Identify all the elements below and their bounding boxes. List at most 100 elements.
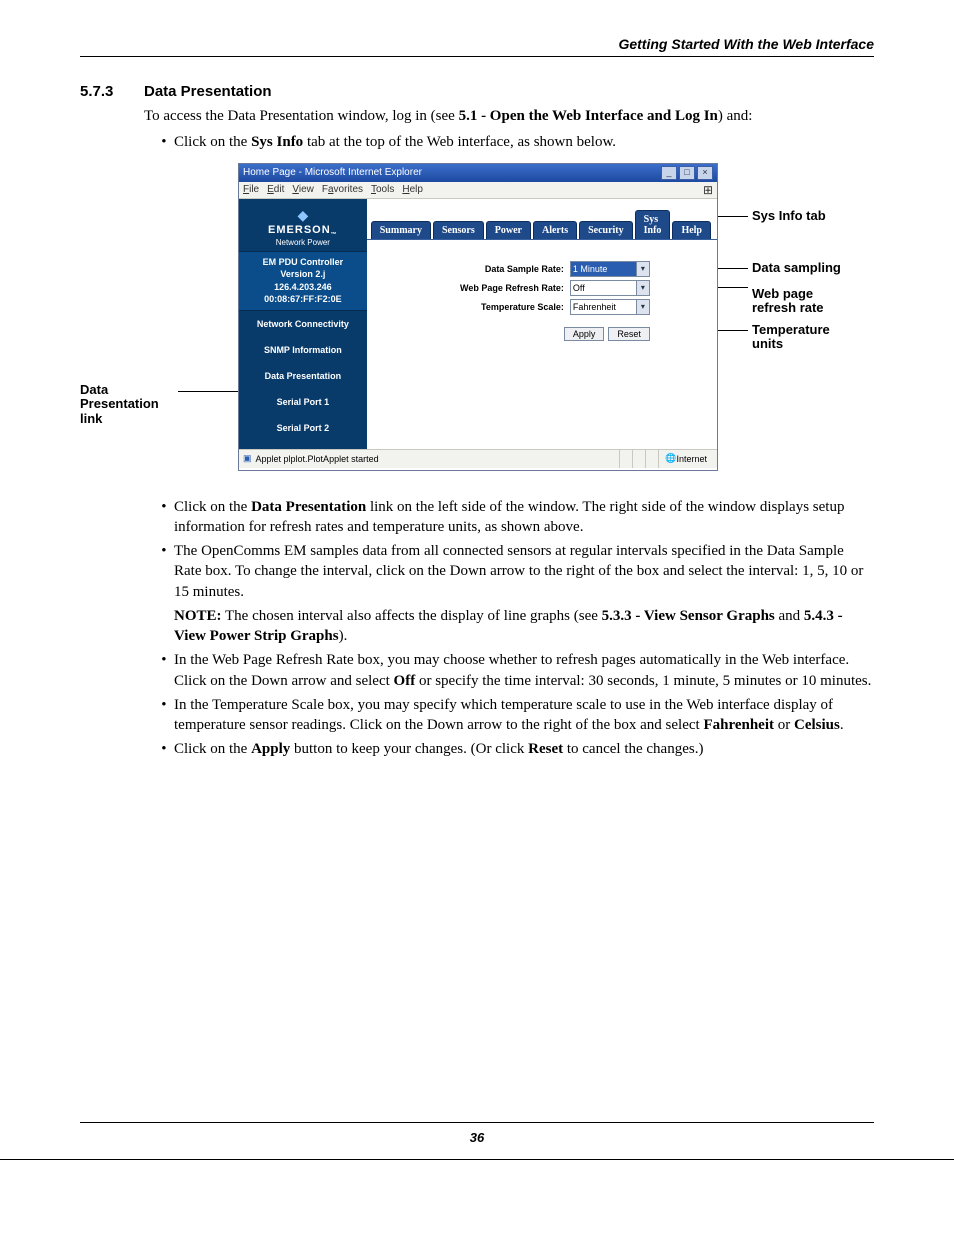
figure-wrap: Data Presentation link Sys Info tab Data… — [80, 163, 874, 483]
controller-info: EM PDU Controller Version 2.j 126.4.203.… — [239, 251, 367, 311]
chevron-down-icon: ▾ — [636, 300, 649, 314]
callout-data-sampling: Data sampling — [752, 261, 841, 276]
brand-name: EMERSON™ — [243, 224, 363, 238]
text: and — [775, 608, 804, 624]
controller-mac: 00:08:67:FF:F2:0E — [241, 293, 365, 306]
window-titlebar: Home Page - Microsoft Internet Explorer … — [239, 164, 717, 182]
close-button[interactable]: × — [697, 166, 713, 180]
controller-version: Version 2.j — [241, 268, 365, 281]
menu-view[interactable]: View — [292, 184, 314, 195]
text-bold: Apply — [251, 741, 290, 757]
text: The OpenComms EM samples data from all c… — [174, 543, 863, 600]
label-refresh-rate: Web Page Refresh Rate: — [434, 283, 570, 293]
windows-flag-icon: ⊞ — [703, 183, 713, 197]
intro-paragraph: To access the Data Presentation window, … — [144, 106, 874, 126]
tab-power[interactable]: Power — [486, 221, 531, 239]
label-sample-rate: Data Sample Rate: — [434, 264, 570, 274]
text-bold: Off — [394, 673, 416, 689]
sidebar-item-snmp[interactable]: SNMP Information — [239, 337, 367, 363]
bullet-apply: Click on the Apply button to keep your c… — [174, 739, 874, 759]
sidebar-item-serial-1[interactable]: Serial Port 1 — [239, 389, 367, 415]
menu-edit[interactable]: Edit — [267, 184, 284, 195]
screenshot-window: Home Page - Microsoft Internet Explorer … — [238, 163, 718, 471]
select-sample-value: 1 Minute — [573, 264, 608, 274]
bullet-temp-scale: In the Temperature Scale box, you may sp… — [174, 695, 874, 736]
tab-sensors[interactable]: Sensors — [433, 221, 484, 239]
bullet-top-pre: Click on the — [174, 134, 251, 150]
chevron-down-icon: ▾ — [636, 281, 649, 295]
controller-name: EM PDU Controller — [241, 256, 365, 269]
sidebar: ◆ EMERSON™ Network Power EM PDU Controll… — [239, 199, 367, 449]
tab-help[interactable]: Help — [672, 221, 711, 239]
status-zone-text: Internet — [676, 454, 707, 464]
select-temp-value: Fahrenheit — [573, 302, 616, 312]
ref: 5.3.3 - View Sensor Graphs — [602, 608, 775, 624]
callout-data-presentation-link: Data Presentation link — [80, 383, 159, 428]
status-bar: ▣ Applet plplot.PlotApplet started 🌐 Int… — [239, 449, 717, 468]
text: Click on the — [174, 741, 251, 757]
brand-subtitle: Network Power — [243, 238, 363, 247]
menu-help[interactable]: Help — [402, 184, 423, 195]
text: or — [774, 717, 794, 733]
select-sample-rate[interactable]: 1 Minute ▾ — [570, 261, 650, 277]
sidebar-item-network[interactable]: Network Connectivity — [239, 311, 367, 337]
tab-security[interactable]: Security — [579, 221, 633, 239]
minimize-button[interactable]: _ — [661, 166, 677, 180]
tab-summary[interactable]: Summary — [371, 221, 431, 239]
maximize-button[interactable]: □ — [679, 166, 695, 180]
sidebar-item-serial-2[interactable]: Serial Port 2 — [239, 415, 367, 441]
text-bold: Data Presentation — [251, 499, 366, 515]
chevron-down-icon: ▾ — [636, 262, 649, 276]
controller-ip: 126.4.203.246 — [241, 281, 365, 294]
tabs-row: Summary Sensors Power Alerts Security Sy… — [367, 199, 717, 240]
text: to cancel the changes.) — [563, 741, 703, 757]
intro-pre: To access the Data Presentation window, … — [144, 108, 459, 124]
apply-button[interactable]: Apply — [564, 327, 605, 341]
text: button to keep your changes. (Or click — [290, 741, 528, 757]
footer-rule — [80, 1122, 874, 1123]
tab-sysinfo[interactable]: Sys Info — [635, 210, 671, 239]
text: . — [840, 717, 844, 733]
intro-ref: 5.1 - Open the Web Interface and Log In — [459, 108, 718, 124]
intro-post: ) and: — [718, 108, 753, 124]
text: Click on the — [174, 499, 251, 515]
select-temp-scale[interactable]: Fahrenheit ▾ — [570, 299, 650, 315]
text-bold: Fahrenheit — [703, 717, 774, 733]
bullet-refresh-rate: In the Web Page Refresh Rate box, you ma… — [174, 650, 874, 691]
logo-icon: ◆ — [243, 207, 363, 224]
text-bold: Reset — [528, 741, 563, 757]
select-refresh-rate[interactable]: Off ▾ — [570, 280, 650, 296]
menu-bar: File Edit View Favorites Tools Help ⊞ — [239, 182, 717, 199]
status-page-icon: ▣ — [243, 453, 252, 464]
menu-tools[interactable]: Tools — [371, 184, 394, 195]
select-refresh-value: Off — [573, 283, 585, 293]
bullet-top-post: tab at the top of the Web interface, as … — [303, 134, 616, 150]
menu-file[interactable]: File — [243, 184, 259, 195]
section-number: 5.7.3 — [80, 83, 144, 100]
bullet-top-bold: Sys Info — [251, 134, 303, 150]
callout-temperature-units: Temperature units — [752, 323, 830, 353]
tab-alerts[interactable]: Alerts — [533, 221, 577, 239]
callout-refresh-rate: Web page refresh rate — [752, 287, 824, 317]
callout-sysinfo-tab: Sys Info tab — [752, 209, 826, 224]
menu-favorites[interactable]: Favorites — [322, 184, 363, 195]
status-zone: 🌐 Internet — [658, 450, 713, 468]
reset-button[interactable]: Reset — [608, 327, 650, 341]
window-title: Home Page - Microsoft Internet Explorer — [243, 167, 422, 178]
note-lead: NOTE: — [174, 608, 222, 624]
logo-area: ◆ EMERSON™ Network Power — [239, 199, 367, 251]
bullet-sample-rate: The OpenComms EM samples data from all c… — [174, 541, 874, 646]
label-temp-scale: Temperature Scale: — [434, 302, 570, 312]
text-bold: Celsius — [794, 717, 840, 733]
status-text: Applet plplot.PlotApplet started — [252, 454, 379, 464]
bullet-sysinfo: Click on the Sys Info tab at the top of … — [174, 132, 874, 152]
form-area: Data Sample Rate: 1 Minute ▾ Web Page Ref… — [367, 240, 717, 362]
section-title: Data Presentation — [144, 83, 272, 100]
text: The chosen interval also affects the dis… — [222, 608, 602, 624]
sidebar-item-data-presentation[interactable]: Data Presentation — [239, 363, 367, 389]
bullet-dp-link: Click on the Data Presentation link on t… — [174, 497, 874, 538]
running-head: Getting Started With the Web Interface — [80, 36, 874, 57]
text: or specify the time interval: 30 seconds… — [415, 673, 871, 689]
text: ). — [339, 628, 348, 644]
page-number: 36 — [0, 1130, 954, 1145]
